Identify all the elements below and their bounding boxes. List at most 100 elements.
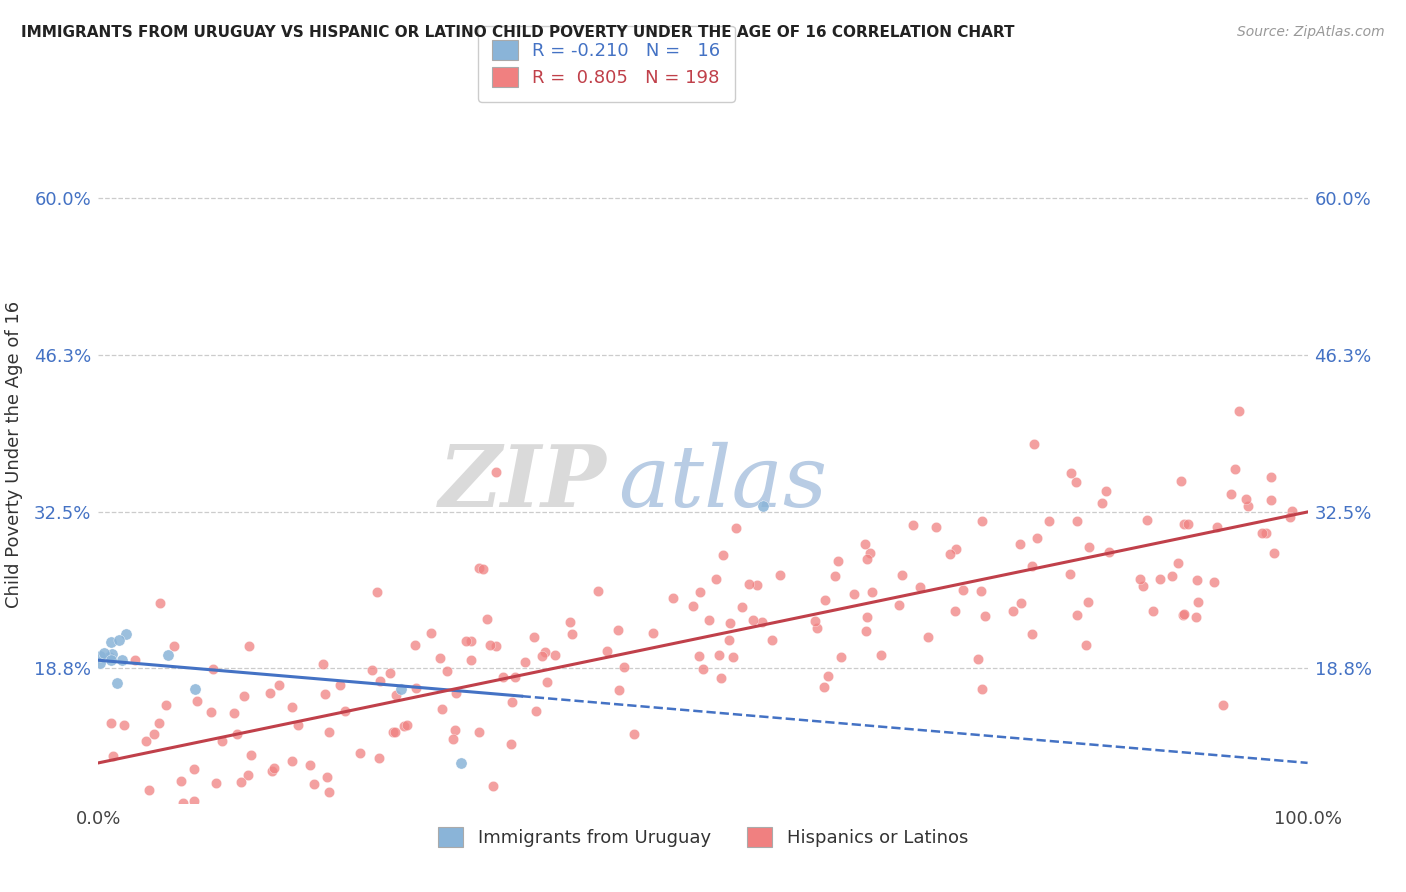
Point [444,723,467,737]
Point [240,748,263,763]
Point [1064,475,1087,490]
Point [1263,546,1285,560]
Point [131,814,153,829]
Point [607,683,630,698]
Point [1212,698,1234,712]
Point [186,693,208,707]
Point [163,640,186,654]
Point [111,653,134,667]
Point [468,724,491,739]
Point [1129,572,1152,586]
Point [183,794,205,808]
Point [943,604,966,618]
Point [101,647,124,661]
Point [709,671,731,685]
Point [523,631,546,645]
Point [1171,608,1194,623]
Point [558,615,581,630]
Point [349,746,371,760]
Point [232,689,254,703]
Point [1066,514,1088,528]
Point [723,649,745,664]
Point [100,716,122,731]
Point [860,585,883,599]
Point [761,633,783,648]
Point [917,630,939,644]
Point [287,717,309,731]
Point [1060,466,1083,480]
Point [205,776,228,790]
Point [718,616,741,631]
Point [135,734,157,748]
Point [118,802,141,816]
Point [1237,499,1260,513]
Point [138,782,160,797]
Point [471,561,494,575]
Point [752,500,775,514]
Point [124,653,146,667]
Point [1098,545,1121,559]
Text: ZIP: ZIP [439,441,606,524]
Point [298,758,321,772]
Point [267,678,290,692]
Point [318,724,340,739]
Point [969,583,991,598]
Point [396,718,419,732]
Point [1026,531,1049,545]
Point [155,698,177,712]
Point [315,770,337,784]
Point [1160,569,1182,583]
Point [450,756,472,770]
Point [974,608,997,623]
Point [1260,470,1282,484]
Point [312,657,335,672]
Point [704,572,727,586]
Legend: Immigrants from Uruguay, Hispanics or Latinos: Immigrants from Uruguay, Hispanics or La… [429,819,977,856]
Point [925,519,948,533]
Point [101,749,124,764]
Point [747,578,769,592]
Point [806,621,828,635]
Point [460,634,482,648]
Point [1256,525,1278,540]
Point [1149,572,1171,586]
Point [89,648,111,663]
Point [281,699,304,714]
Point [1177,516,1199,531]
Point [148,715,170,730]
Point [456,633,478,648]
Point [643,625,665,640]
Point [830,649,852,664]
Point [530,648,553,663]
Point [389,681,412,696]
Point [1008,537,1031,551]
Point [908,580,931,594]
Point [1135,513,1157,527]
Point [1185,610,1208,624]
Point [1077,540,1099,554]
Point [1074,638,1097,652]
Point [479,638,502,652]
Point [972,681,994,696]
Point [485,466,508,480]
Point [149,596,172,610]
Point [1279,509,1302,524]
Point [945,542,967,557]
Point [817,669,839,683]
Point [432,701,454,715]
Point [329,678,352,692]
Point [1038,514,1060,528]
Point [711,548,734,562]
Point [1170,475,1192,489]
Point [827,554,849,568]
Point [1066,608,1088,623]
Point [444,686,467,700]
Point [485,639,508,653]
Point [561,626,583,640]
Point [623,726,645,740]
Point [688,649,710,664]
Point [1206,519,1229,533]
Point [742,613,765,627]
Point [1059,567,1081,582]
Point [304,777,326,791]
